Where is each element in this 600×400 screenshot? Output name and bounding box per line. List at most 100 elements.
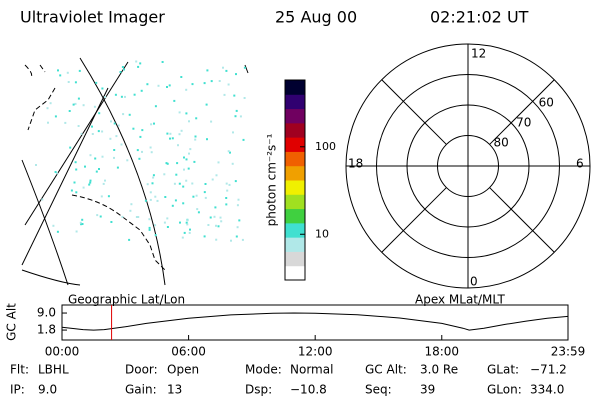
colorbar-tick-label: 100 <box>315 140 336 153</box>
emission-pixel <box>138 157 141 160</box>
emission-pixel <box>59 74 62 77</box>
emission-pixel <box>220 220 223 223</box>
emission-pixel <box>192 195 195 198</box>
emission-pixel <box>113 149 116 151</box>
instrument: Ultraviolet Imager <box>20 8 165 27</box>
emission-pixel <box>114 93 117 96</box>
emission-pixel <box>191 182 194 185</box>
emission-pixel <box>54 115 57 118</box>
emission-pixel <box>193 160 196 163</box>
emission-pixel <box>126 159 129 162</box>
emission-pixel <box>213 215 216 218</box>
mlt-spoke <box>489 187 555 253</box>
colorbar-swatch <box>285 80 305 95</box>
emission-pixel <box>229 151 231 154</box>
mlt-spoke <box>381 187 447 253</box>
emission-pixel <box>234 180 237 183</box>
emission-pixel <box>81 223 84 225</box>
emission-pixel <box>75 191 78 194</box>
emission-pixel <box>182 185 185 188</box>
emission-pixel <box>206 69 209 72</box>
emission-pixel <box>152 176 155 179</box>
colorbar-swatch <box>285 265 305 281</box>
emission-pixel <box>137 65 140 68</box>
polar-label: Apex MLat/MLT <box>415 293 505 307</box>
emission-pixel <box>243 97 246 99</box>
emission-pixel <box>165 162 168 165</box>
emission-pixel <box>181 236 184 239</box>
emission-pixel <box>206 138 208 141</box>
emission-pixel <box>233 94 236 97</box>
colorbar-swatch <box>285 251 305 267</box>
emission-pixel <box>64 121 67 124</box>
field-value: −71.2 <box>530 363 567 377</box>
emission-pixel <box>149 146 152 149</box>
emission-pixel <box>73 181 76 184</box>
emission-pixel <box>178 111 181 114</box>
mlt-label: 12 <box>471 47 486 61</box>
emission-pixel <box>177 144 179 147</box>
emission-pixel <box>237 198 240 201</box>
emission-pixel <box>79 221 82 224</box>
emission-pixel <box>222 66 224 69</box>
emission-pixel <box>217 225 220 228</box>
emission-pixel <box>119 71 122 73</box>
emission-pixel <box>185 158 188 161</box>
emission-pixel <box>96 214 99 217</box>
emission-pixel <box>215 238 218 241</box>
emission-pixel <box>121 215 124 218</box>
emission-pixel <box>207 224 210 226</box>
field-value: 39 <box>420 383 435 397</box>
emission-pixel <box>204 196 207 199</box>
emission-pixel <box>154 195 157 198</box>
emission-pixel <box>183 168 185 171</box>
emission-pixel <box>82 104 85 107</box>
field-value: −10.8 <box>290 383 327 397</box>
colorbar-frame <box>284 79 306 281</box>
emission-pixel <box>89 179 92 182</box>
colorbar-swatch <box>285 94 305 110</box>
coastline <box>24 64 166 271</box>
emission-pixel <box>225 182 228 185</box>
emission-pixel <box>194 138 197 141</box>
emission-pixel <box>140 89 143 92</box>
emission-pixel <box>110 120 112 123</box>
emission-pixel <box>137 216 140 218</box>
colorbar-swatch <box>285 165 305 181</box>
emission-pixel <box>185 179 188 182</box>
emission-pixel <box>226 189 229 192</box>
emission-pixel <box>49 102 52 105</box>
x-tick-label: 00:00 <box>45 345 80 359</box>
emission-pixel <box>188 120 190 123</box>
emission-pixel <box>144 199 147 202</box>
emission-pixel <box>183 231 186 234</box>
emission-pixel <box>189 148 192 151</box>
emission-pixel <box>101 155 104 158</box>
emission-pixel <box>104 179 106 182</box>
mlt-label: 18 <box>348 157 363 171</box>
field-value: LBHL <box>38 363 69 377</box>
plot-frame <box>61 304 569 341</box>
emission-pixel <box>98 112 101 115</box>
emission-pixel <box>153 122 155 125</box>
emission-pixel <box>57 69 59 72</box>
emission-pixel <box>179 221 181 224</box>
emission-pixel <box>91 133 94 135</box>
x-tick-label: 06:00 <box>171 345 206 359</box>
emission-pixel <box>180 129 183 132</box>
emission-pixel <box>78 69 81 72</box>
emission-pixel <box>228 183 231 186</box>
emission-pixel <box>217 161 220 164</box>
emission-pixel <box>164 196 167 198</box>
emission-pixel <box>218 80 221 82</box>
emission-pixel <box>235 235 238 238</box>
emission-pixel <box>150 123 153 126</box>
emission-pixel <box>56 230 59 233</box>
emission-pixel <box>203 191 206 194</box>
emission-pixel <box>219 216 222 219</box>
x-tick-label: 12:00 <box>298 345 333 359</box>
emission-pixel <box>171 204 174 207</box>
map-label: Geographic Lat/Lon <box>68 293 185 307</box>
field-label: Gain: <box>125 383 157 397</box>
